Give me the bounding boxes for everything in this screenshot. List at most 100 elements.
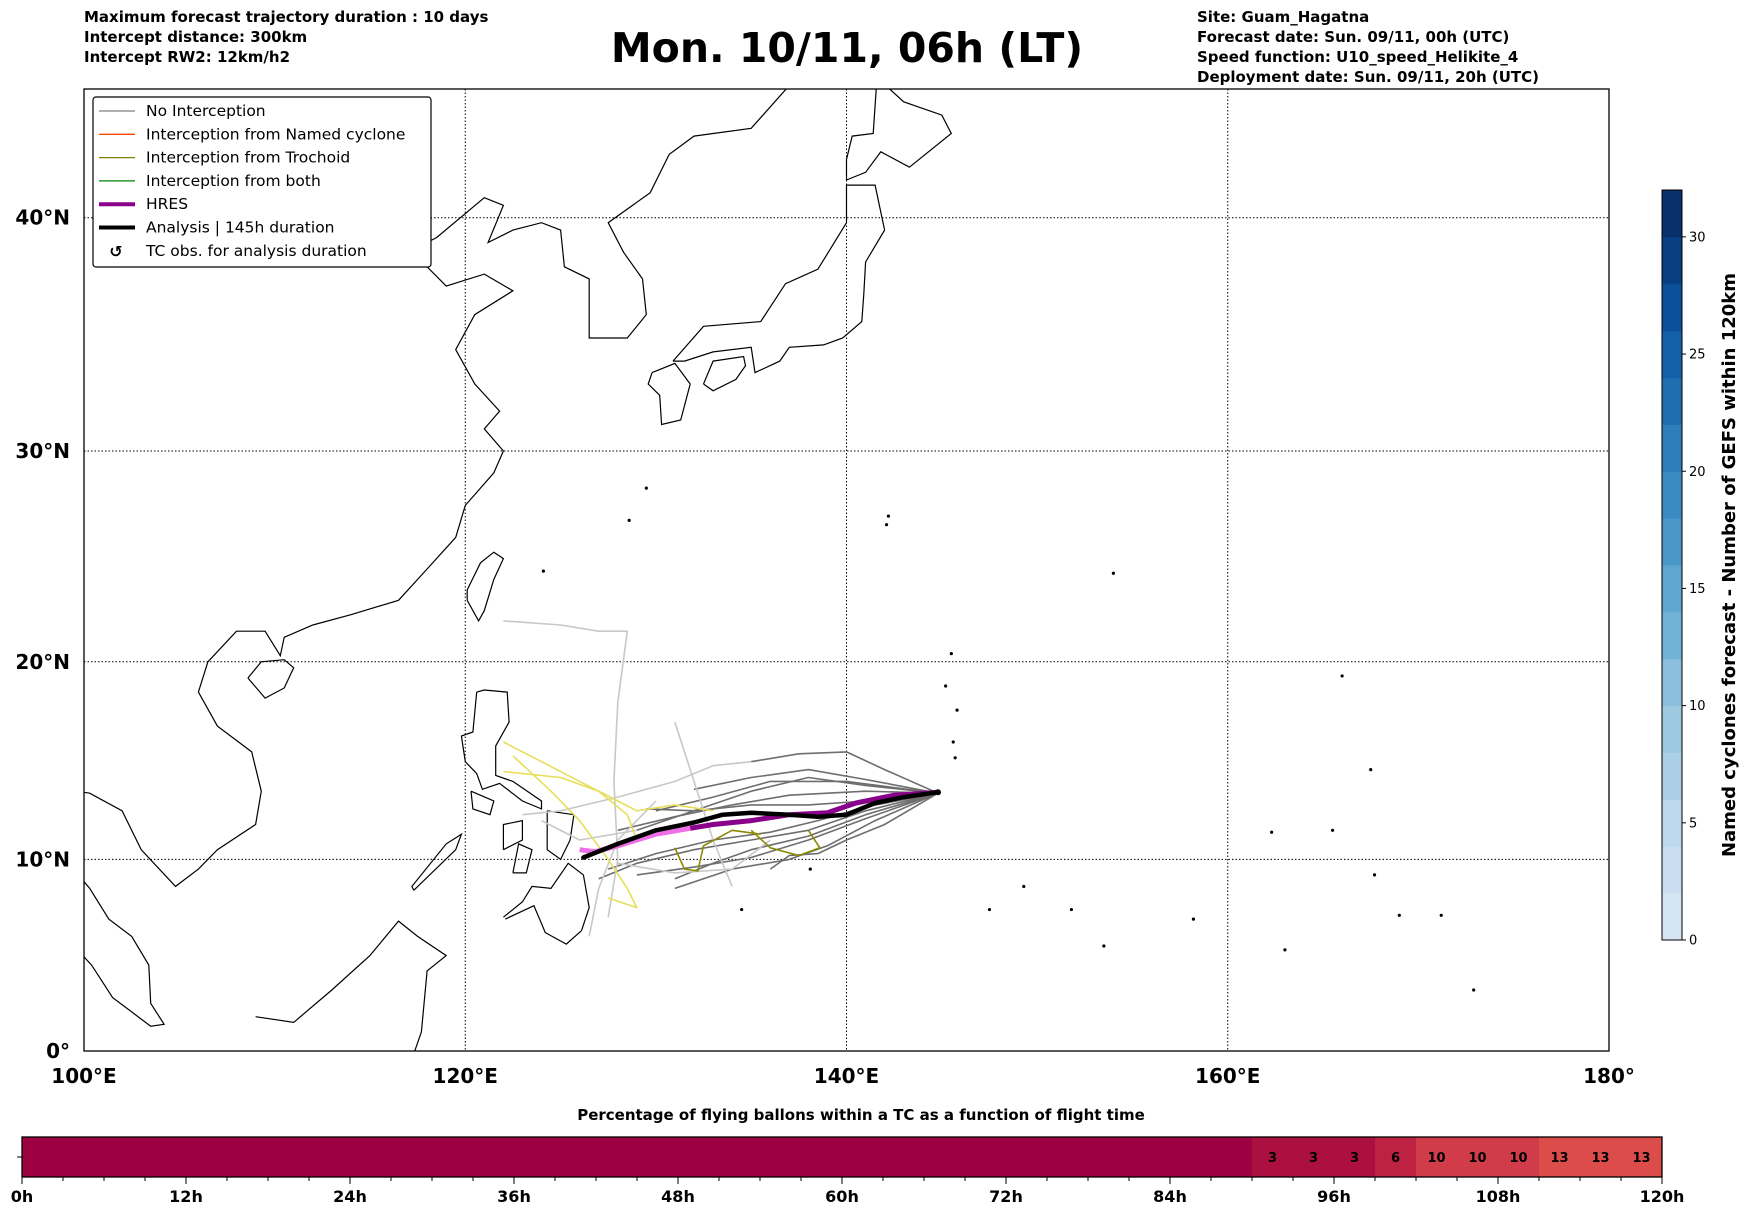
colorbar-tick-label: 15 bbox=[1689, 582, 1706, 597]
island bbox=[1111, 571, 1115, 575]
header-max-duration: Maximum forecast trajectory duration : 1… bbox=[84, 8, 488, 26]
island bbox=[1102, 944, 1106, 948]
percentage-cell bbox=[22, 1137, 64, 1177]
percentage-cell bbox=[1006, 1137, 1048, 1177]
percentage-cell bbox=[719, 1137, 761, 1177]
island bbox=[1340, 674, 1344, 678]
colorbar-tick-label: 5 bbox=[1689, 816, 1697, 831]
ensemble-trajectory bbox=[674, 721, 733, 887]
island bbox=[944, 684, 948, 688]
island bbox=[987, 907, 992, 912]
colorbar-band bbox=[1662, 330, 1682, 378]
percentage-bar-title: Percentage of flying ballons within a TC… bbox=[577, 1106, 1145, 1124]
percentage-cell bbox=[1293, 1137, 1335, 1177]
percentage-cell-label: 13 bbox=[1550, 1151, 1568, 1166]
percentage-cell bbox=[1047, 1137, 1089, 1177]
percentage-tick-label: 120h bbox=[1640, 1187, 1685, 1206]
colorbar-band bbox=[1662, 846, 1682, 894]
percentage-cell-label: 13 bbox=[1632, 1151, 1650, 1166]
percentage-cell bbox=[63, 1137, 105, 1177]
map-frame bbox=[83, 88, 1610, 1052]
island bbox=[1439, 913, 1443, 917]
ensemble-trajectory bbox=[674, 829, 761, 872]
map-axis-labels: 100°E 120°E 140°E 160°E 180° 0° 10°N 20°N 30°N 40… bbox=[15, 206, 1634, 1088]
percentage-cell bbox=[514, 1137, 556, 1177]
lon-tick-label: 100°E bbox=[51, 1064, 116, 1088]
colorbar-band bbox=[1662, 236, 1682, 285]
percentage-cell bbox=[678, 1137, 720, 1177]
island bbox=[808, 867, 812, 871]
colorbar-band bbox=[1662, 471, 1682, 519]
legend-item: No Interception bbox=[99, 102, 266, 120]
percentage-tick-label: 48h bbox=[661, 1187, 695, 1206]
coastline bbox=[503, 862, 590, 945]
coastline bbox=[411, 832, 463, 891]
site-marker bbox=[935, 789, 941, 796]
percentage-cell bbox=[883, 1137, 925, 1177]
ensemble-trajectory bbox=[655, 780, 939, 812]
percentage-cell bbox=[555, 1137, 597, 1177]
legend-label: Interception from both bbox=[146, 172, 321, 190]
coastline bbox=[255, 920, 448, 1051]
colorbar-frame bbox=[1661, 189, 1683, 941]
island bbox=[1397, 913, 1401, 917]
percentage-cell-label: 10 bbox=[1509, 1151, 1527, 1166]
legend-label: Analysis | 145h duration bbox=[146, 219, 335, 237]
gridlines bbox=[84, 89, 1609, 1051]
lat-tick-label: 20°N bbox=[15, 650, 70, 674]
ensemble-trajectory bbox=[588, 800, 657, 937]
colorbar-band bbox=[1662, 283, 1682, 332]
ensemble-trajectory bbox=[617, 839, 771, 874]
cyclone-colorbar: 0 5 10 15 20 25 30 bbox=[1661, 189, 1706, 949]
island bbox=[953, 756, 957, 760]
colorbar-band bbox=[1662, 705, 1682, 753]
percentage-cell-label: 3 bbox=[1350, 1151, 1359, 1166]
header-site: Site: Guam_Hagatna bbox=[1197, 8, 1369, 26]
colorbar-band bbox=[1662, 799, 1682, 847]
colorbar-tick-label: 30 bbox=[1689, 230, 1706, 245]
header-intercept-distance: Intercept distance: 300km bbox=[84, 28, 307, 46]
island bbox=[886, 514, 891, 518]
header-forecast-date: Forecast date: Sun. 09/11, 00h (UTC) bbox=[1197, 28, 1509, 46]
colorbar-band bbox=[1662, 190, 1682, 238]
analysis-trajectory bbox=[581, 789, 941, 860]
percentage-cell bbox=[1375, 1137, 1417, 1177]
percentage-cell bbox=[227, 1137, 269, 1177]
colorbar-band bbox=[1662, 611, 1682, 660]
colorbar-tick-label: 0 bbox=[1689, 934, 1697, 949]
coastline bbox=[470, 790, 495, 816]
percentage-cell bbox=[268, 1137, 310, 1177]
legend-item: ↺ TC obs. for analysis duration bbox=[109, 242, 366, 261]
coastline bbox=[247, 659, 295, 699]
island bbox=[1191, 917, 1196, 921]
island bbox=[740, 907, 744, 912]
header-speed-function: Speed function: U10_speed_Helikite_4 bbox=[1197, 48, 1518, 66]
ensemble-trajectory bbox=[512, 755, 638, 909]
header-deployment-date: Deployment date: Sun. 09/11, 20h (UTC) bbox=[1197, 68, 1539, 86]
coastline bbox=[672, 184, 886, 374]
percentage-cell bbox=[104, 1137, 146, 1177]
island bbox=[1369, 768, 1373, 772]
percentage-cell bbox=[965, 1137, 1007, 1177]
ensemble-trajectory bbox=[769, 792, 939, 870]
percentage-cell bbox=[1170, 1137, 1212, 1177]
coastline bbox=[84, 880, 166, 1027]
lon-tick-label: 120°E bbox=[433, 1064, 498, 1088]
percentage-cell bbox=[186, 1137, 228, 1177]
coastline bbox=[84, 89, 787, 888]
lat-tick-label: 40°N bbox=[15, 206, 70, 230]
legend-item: HRES bbox=[99, 195, 188, 213]
legend-item: Interception from both bbox=[99, 172, 321, 190]
colorbar-label: Named cyclones forecast - Number of GEFS… bbox=[1719, 273, 1740, 857]
header-intercept-rw2: Intercept RW2: 12km/h2 bbox=[84, 48, 290, 66]
ensemble-trajectory bbox=[503, 741, 714, 812]
percentage-cell bbox=[1580, 1137, 1622, 1177]
island bbox=[955, 708, 959, 712]
percentage-cell bbox=[842, 1137, 884, 1177]
percentage-cell bbox=[801, 1137, 843, 1177]
lon-tick-label: 160°E bbox=[1195, 1064, 1260, 1088]
coastline bbox=[647, 362, 691, 426]
percentage-tick-label: 12h bbox=[169, 1187, 203, 1206]
island bbox=[644, 486, 648, 490]
